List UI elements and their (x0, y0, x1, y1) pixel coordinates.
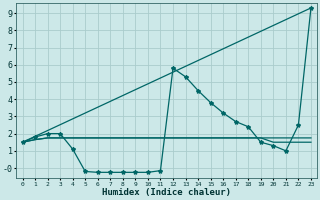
X-axis label: Humidex (Indice chaleur): Humidex (Indice chaleur) (102, 188, 231, 197)
